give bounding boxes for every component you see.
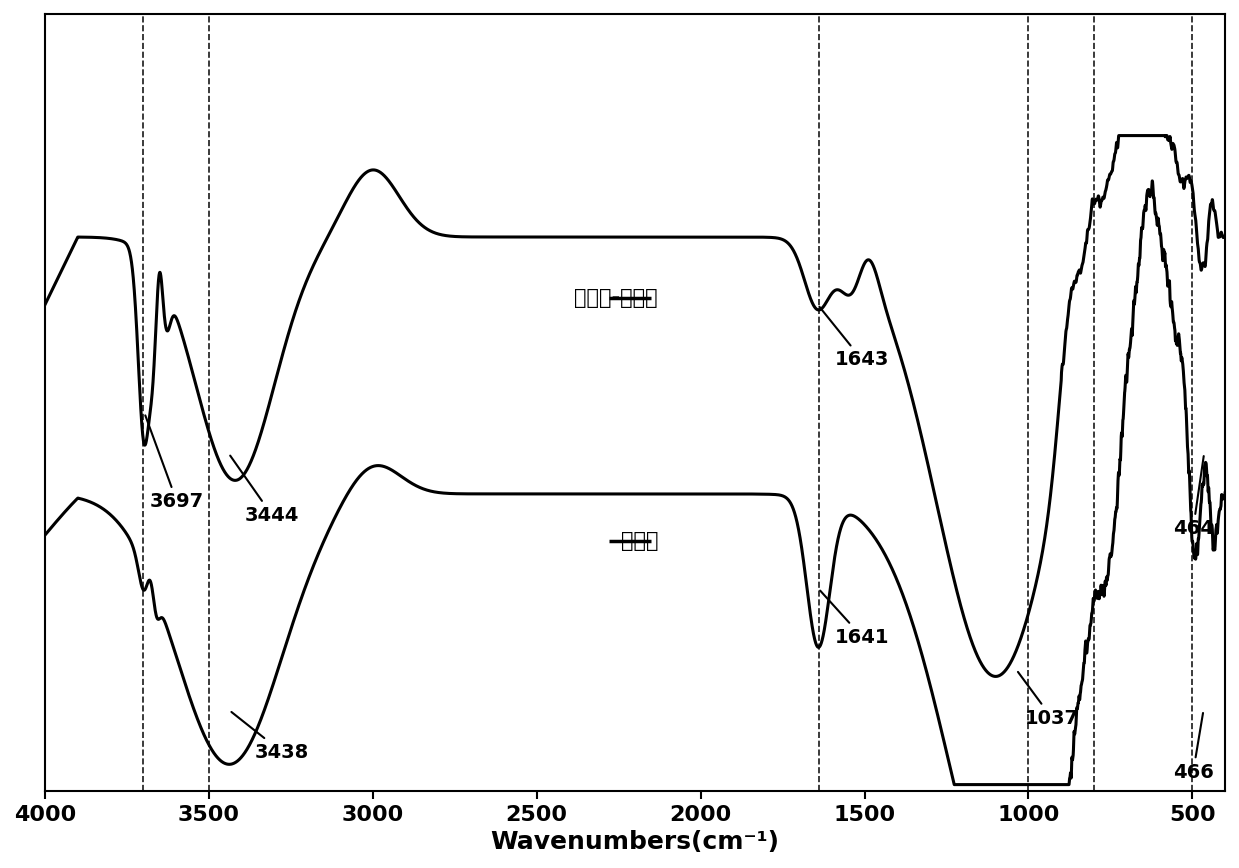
Text: 氧化镁-蒙脱石: 氧化镁-蒙脱石	[575, 288, 658, 308]
Text: 3438: 3438	[232, 712, 309, 761]
Text: 1643: 1643	[819, 306, 890, 370]
Text: 1037: 1037	[1018, 672, 1079, 727]
Text: 1641: 1641	[820, 590, 890, 647]
X-axis label: Wavenumbers(cm⁻¹): Wavenumbers(cm⁻¹)	[491, 830, 779, 854]
Text: 3697: 3697	[145, 416, 204, 511]
Text: 3444: 3444	[230, 456, 300, 525]
Text: 464: 464	[1172, 456, 1213, 538]
Text: 466: 466	[1172, 713, 1213, 782]
Text: 蒙脱石: 蒙脱石	[621, 531, 658, 551]
